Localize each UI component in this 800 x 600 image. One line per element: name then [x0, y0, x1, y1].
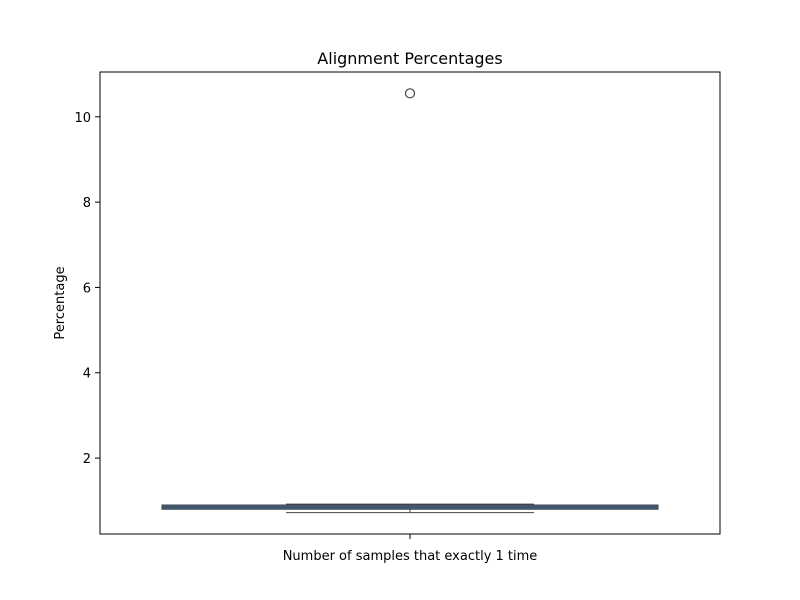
y-tick-label: 10 [74, 111, 91, 126]
y-axis-label: Percentage [53, 266, 68, 339]
x-axis: Number of samples that exactly 1 time [283, 534, 538, 564]
y-axis: 2 4 6 8 10 [74, 111, 100, 467]
outlier-point [404, 88, 416, 99]
chart-title: Alignment Percentages [317, 49, 502, 68]
x-tick-label: Number of samples that exactly 1 time [283, 549, 538, 564]
y-tick-label: 6 [83, 281, 91, 296]
box-plot [161, 88, 659, 514]
y-tick-label: 2 [83, 452, 91, 467]
plot-area [99, 71, 721, 535]
y-tick-label: 8 [83, 196, 91, 211]
y-tick-label: 4 [83, 367, 91, 382]
